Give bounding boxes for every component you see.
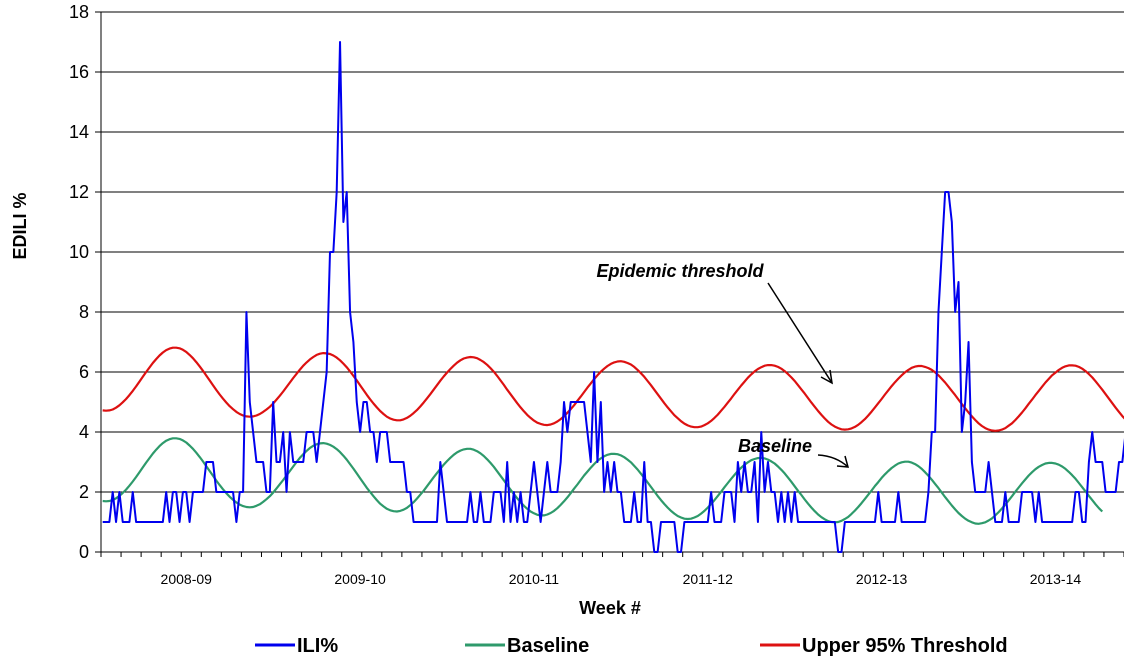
legend-label-ili: ILI% [297, 635, 338, 657]
y-tick-label: 4 [79, 422, 89, 442]
ili-line [102, 41, 1124, 553]
baseline-annotation: Baseline [738, 436, 850, 468]
x-axis: 2008-09 2009-10 2010-11 2011-12 2012-13 2013-… [100, 12, 1124, 587]
x-tick-label: 2008-09 [161, 571, 213, 587]
y-tick-label: 14 [69, 122, 89, 142]
y-tick-label: 18 [69, 2, 89, 22]
x-tick-label: 2009-10 [334, 571, 386, 587]
legend-label-upper-95-threshold: Upper 95% Threshold [802, 635, 1008, 657]
baseline-arrowhead [836, 455, 850, 468]
legend-label-baseline: Baseline [507, 635, 589, 657]
x-tick-label: 2013-14 [1030, 571, 1082, 587]
epidemic-threshold-arrow [767, 282, 833, 384]
y-tick-label: 10 [69, 242, 89, 262]
epidemic-threshold-label: Epidemic threshold [596, 261, 764, 281]
baseline-label: Baseline [738, 436, 812, 456]
y-tick-labels: 0 2 4 6 8 10 12 14 16 18 [69, 2, 89, 562]
y-tick-label: 8 [79, 302, 89, 322]
x-tick-label: 2012-13 [856, 571, 908, 587]
y-tick-label: 16 [69, 62, 89, 82]
x-tick-label: 2011-12 [683, 571, 734, 587]
y-tick-label: 6 [79, 362, 89, 382]
x-axis-title: Week # [579, 598, 641, 618]
legend: ILI% Baseline Upper 95% Threshold [255, 635, 1008, 657]
y-tick-label: 12 [69, 182, 89, 202]
gridlines [95, 11, 1124, 553]
y-tick-label: 0 [79, 542, 89, 562]
x-tick-label: 2010-11 [509, 571, 560, 587]
epidemic-threshold-arrowhead [820, 369, 833, 385]
series-lines [102, 41, 1124, 553]
epidemic-threshold-annotation: Epidemic threshold [596, 261, 833, 385]
y-tick-label: 2 [79, 482, 89, 502]
baseline-arrow [817, 454, 849, 468]
y-axis-title: EDILI % [10, 192, 30, 259]
